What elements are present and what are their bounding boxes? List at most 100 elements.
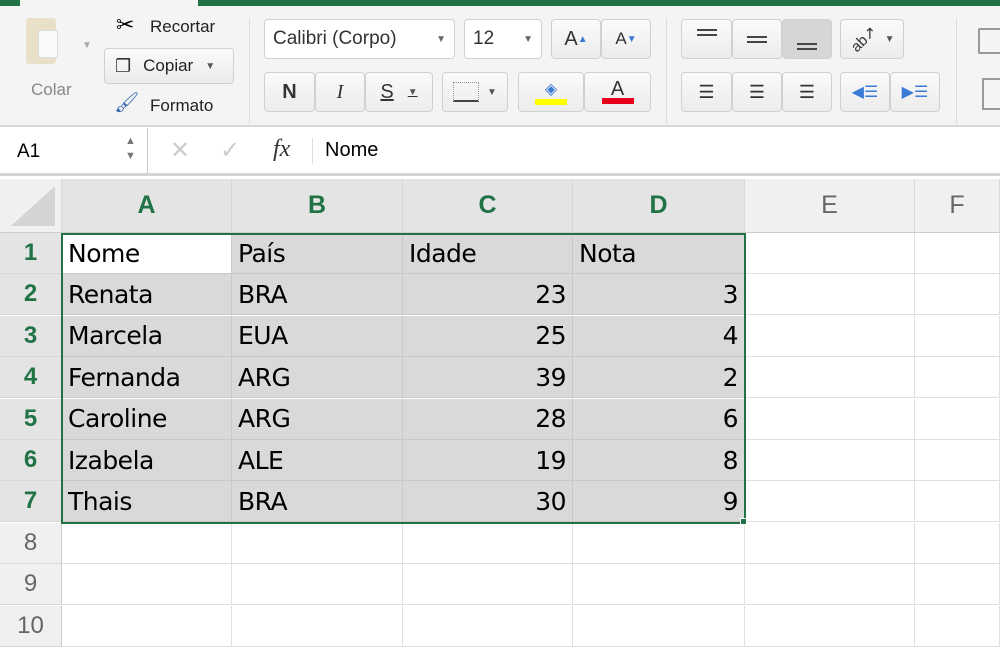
row-header-4[interactable]: 4 bbox=[0, 357, 62, 399]
align-center-button[interactable]: ☰ bbox=[732, 72, 782, 112]
cell-e7[interactable] bbox=[745, 481, 915, 523]
row-header-2[interactable]: 2 bbox=[0, 274, 62, 316]
cell-a5[interactable]: Caroline bbox=[62, 398, 232, 440]
column-header-e[interactable]: E bbox=[745, 179, 915, 233]
cell-f10[interactable] bbox=[915, 605, 1000, 647]
cell-f5[interactable] bbox=[915, 398, 1000, 440]
cell-c4[interactable]: 39 bbox=[403, 357, 573, 399]
borders-button[interactable]: ▼ bbox=[442, 72, 508, 112]
fill-color-button[interactable]: ◈ bbox=[518, 72, 584, 112]
cell-e4[interactable] bbox=[745, 357, 915, 399]
row-header-8[interactable]: 8 bbox=[0, 522, 62, 564]
align-top-button[interactable] bbox=[681, 19, 732, 59]
cell-d10[interactable] bbox=[573, 605, 745, 647]
cell-b3[interactable]: EUA bbox=[232, 315, 403, 357]
column-header-d[interactable]: D bbox=[573, 179, 745, 233]
cell-a1[interactable]: Nome bbox=[62, 233, 232, 274]
cell-d5[interactable]: 6 bbox=[573, 398, 745, 440]
italic-button[interactable]: I bbox=[315, 72, 365, 112]
cell-e9[interactable] bbox=[745, 564, 915, 606]
font-name-select[interactable]: Calibri (Corpo) ▼ bbox=[264, 19, 455, 59]
cell-a2[interactable]: Renata bbox=[62, 274, 232, 316]
cell-b10[interactable] bbox=[232, 605, 403, 647]
row-header-10[interactable]: 10 bbox=[0, 605, 62, 647]
cell-c9[interactable] bbox=[403, 564, 573, 606]
paste-button[interactable]: Colar bbox=[31, 80, 72, 99]
cell-f2[interactable] bbox=[915, 274, 1000, 316]
cell-f6[interactable] bbox=[915, 440, 1000, 481]
underline-button[interactable]: S ▼ bbox=[365, 72, 433, 112]
cell-c1[interactable]: Idade bbox=[403, 233, 573, 274]
cell-b7[interactable]: BRA bbox=[232, 481, 403, 523]
cell-a8[interactable] bbox=[62, 522, 232, 564]
cell-c5[interactable]: 28 bbox=[403, 398, 573, 440]
format-painter-button[interactable]: Formato bbox=[150, 96, 214, 115]
cell-c3[interactable]: 25 bbox=[403, 315, 573, 357]
cell-e6[interactable] bbox=[745, 440, 915, 481]
cell-f7[interactable] bbox=[915, 481, 1000, 523]
select-all-corner[interactable] bbox=[0, 179, 62, 233]
align-left-button[interactable]: ☰ bbox=[681, 72, 732, 112]
cell-e2[interactable] bbox=[745, 274, 915, 316]
row-header-5[interactable]: 5 bbox=[0, 398, 62, 440]
paste-dropdown-icon[interactable]: ▼ bbox=[82, 40, 92, 51]
align-bottom-button[interactable] bbox=[782, 19, 832, 59]
confirm-icon[interactable]: ✓ bbox=[220, 137, 241, 164]
cell-e3[interactable] bbox=[745, 315, 915, 357]
cell-c2[interactable]: 23 bbox=[403, 274, 573, 316]
cut-button[interactable]: Recortar bbox=[150, 17, 216, 36]
cell-b1[interactable]: País bbox=[232, 233, 403, 274]
paste-icon[interactable] bbox=[26, 18, 58, 64]
font-size-select[interactable]: 12 ▼ bbox=[464, 19, 542, 59]
align-middle-button[interactable] bbox=[732, 19, 782, 59]
fill-handle[interactable] bbox=[740, 518, 747, 525]
cell-c7[interactable]: 30 bbox=[403, 481, 573, 523]
row-header-1[interactable]: 1 bbox=[0, 233, 62, 274]
cell-d7[interactable]: 9 bbox=[573, 481, 745, 523]
merge-cells-icon[interactable] bbox=[982, 78, 1000, 110]
cell-e8[interactable] bbox=[745, 522, 915, 564]
cell-b4[interactable]: ARG bbox=[232, 357, 403, 399]
formula-input[interactable]: Nome bbox=[325, 139, 379, 161]
cell-d9[interactable] bbox=[573, 564, 745, 606]
font-color-button[interactable]: A bbox=[584, 72, 651, 112]
name-box[interactable]: A1 bbox=[17, 141, 41, 162]
column-header-c[interactable]: C bbox=[403, 179, 573, 233]
cell-d2[interactable]: 3 bbox=[573, 274, 745, 316]
cell-a9[interactable] bbox=[62, 564, 232, 606]
cell-d4[interactable]: 2 bbox=[573, 357, 745, 399]
decrease-indent-button[interactable]: ◀☰ bbox=[840, 72, 890, 112]
column-header-f[interactable]: F bbox=[915, 179, 1000, 233]
cell-f3[interactable] bbox=[915, 315, 1000, 357]
copy-button[interactable]: ❐ Copiar ▼ bbox=[104, 48, 234, 84]
bold-button[interactable]: N bbox=[264, 72, 315, 112]
cell-e5[interactable] bbox=[745, 398, 915, 440]
cell-b5[interactable]: ARG bbox=[232, 398, 403, 440]
cell-c6[interactable]: 19 bbox=[403, 440, 573, 481]
cell-f4[interactable] bbox=[915, 357, 1000, 399]
cell-e1[interactable] bbox=[745, 233, 915, 274]
grow-font-button[interactable]: A ▲ bbox=[551, 19, 601, 59]
cell-a4[interactable]: Fernanda bbox=[62, 357, 232, 399]
cell-d1[interactable]: Nota bbox=[573, 233, 745, 274]
wrap-text-icon[interactable] bbox=[978, 28, 1000, 54]
cell-d6[interactable]: 8 bbox=[573, 440, 745, 481]
cancel-icon[interactable]: ✕ bbox=[170, 137, 191, 164]
cell-f8[interactable] bbox=[915, 522, 1000, 564]
cell-d3[interactable]: 4 bbox=[573, 315, 745, 357]
cell-b2[interactable]: BRA bbox=[232, 274, 403, 316]
insert-function-button[interactable]: fx bbox=[273, 136, 291, 162]
cell-c8[interactable] bbox=[403, 522, 573, 564]
row-header-6[interactable]: 6 bbox=[0, 440, 62, 481]
cell-f9[interactable] bbox=[915, 564, 1000, 606]
cell-a6[interactable]: Izabela bbox=[62, 440, 232, 481]
shrink-font-button[interactable]: A ▼ bbox=[601, 19, 651, 59]
cell-a10[interactable] bbox=[62, 605, 232, 647]
align-right-button[interactable]: ☰ bbox=[782, 72, 832, 112]
cell-f1[interactable] bbox=[915, 233, 1000, 274]
increase-indent-button[interactable]: ▶☰ bbox=[890, 72, 940, 112]
name-box-stepper-icon[interactable]: ▲ ▼ bbox=[125, 135, 136, 162]
cell-c10[interactable] bbox=[403, 605, 573, 647]
column-header-a[interactable]: A bbox=[62, 179, 232, 233]
cell-b9[interactable] bbox=[232, 564, 403, 606]
